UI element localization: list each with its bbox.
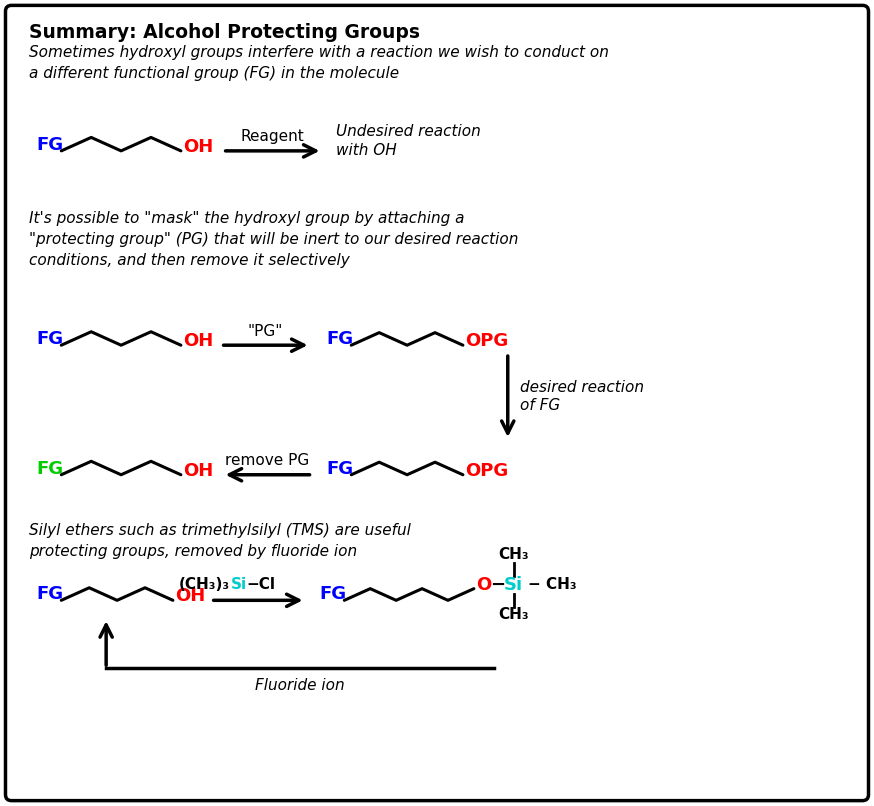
Text: OH: OH (183, 462, 213, 480)
Text: remove PG: remove PG (225, 453, 309, 468)
Text: OPG: OPG (465, 462, 508, 480)
Text: FG: FG (326, 330, 353, 348)
Text: − CH₃: − CH₃ (528, 577, 576, 592)
Text: Silyl ethers such as trimethylsilyl (TMS) are useful
protecting groups, removed : Silyl ethers such as trimethylsilyl (TMS… (30, 522, 412, 559)
Text: CH₃: CH₃ (498, 607, 529, 622)
Text: O: O (475, 575, 491, 594)
Text: −Cl: −Cl (246, 577, 275, 592)
FancyBboxPatch shape (5, 6, 869, 800)
Text: FG: FG (37, 459, 64, 478)
Text: Undesired reaction
with OH: Undesired reaction with OH (336, 123, 481, 158)
Text: desired reaction
of FG: desired reaction of FG (520, 380, 644, 413)
Text: It's possible to "mask" the hydroxyl group by attaching a
"protecting group" (PG: It's possible to "mask" the hydroxyl gro… (30, 210, 519, 268)
Text: FG: FG (37, 330, 64, 348)
Text: FG: FG (37, 585, 64, 604)
Text: OH: OH (175, 588, 205, 605)
Text: FG: FG (37, 136, 64, 154)
Text: Si: Si (503, 575, 523, 594)
Text: Fluoride ion: Fluoride ion (255, 678, 344, 693)
Text: OPG: OPG (465, 332, 508, 351)
Text: Si: Si (232, 577, 247, 592)
Text: CH₃: CH₃ (498, 547, 529, 563)
Text: OH: OH (183, 332, 213, 351)
Text: (CH₃)₃: (CH₃)₃ (179, 577, 230, 592)
Text: Sometimes hydroxyl groups interfere with a reaction we wish to conduct on
a diff: Sometimes hydroxyl groups interfere with… (30, 45, 609, 81)
Text: FG: FG (319, 585, 346, 604)
Text: OH: OH (183, 138, 213, 156)
Text: Reagent: Reagent (240, 130, 304, 144)
Text: "PG": "PG" (248, 324, 283, 339)
Text: FG: FG (326, 459, 353, 478)
Text: −: − (489, 575, 505, 594)
Text: Summary: Alcohol Protecting Groups: Summary: Alcohol Protecting Groups (30, 23, 420, 42)
